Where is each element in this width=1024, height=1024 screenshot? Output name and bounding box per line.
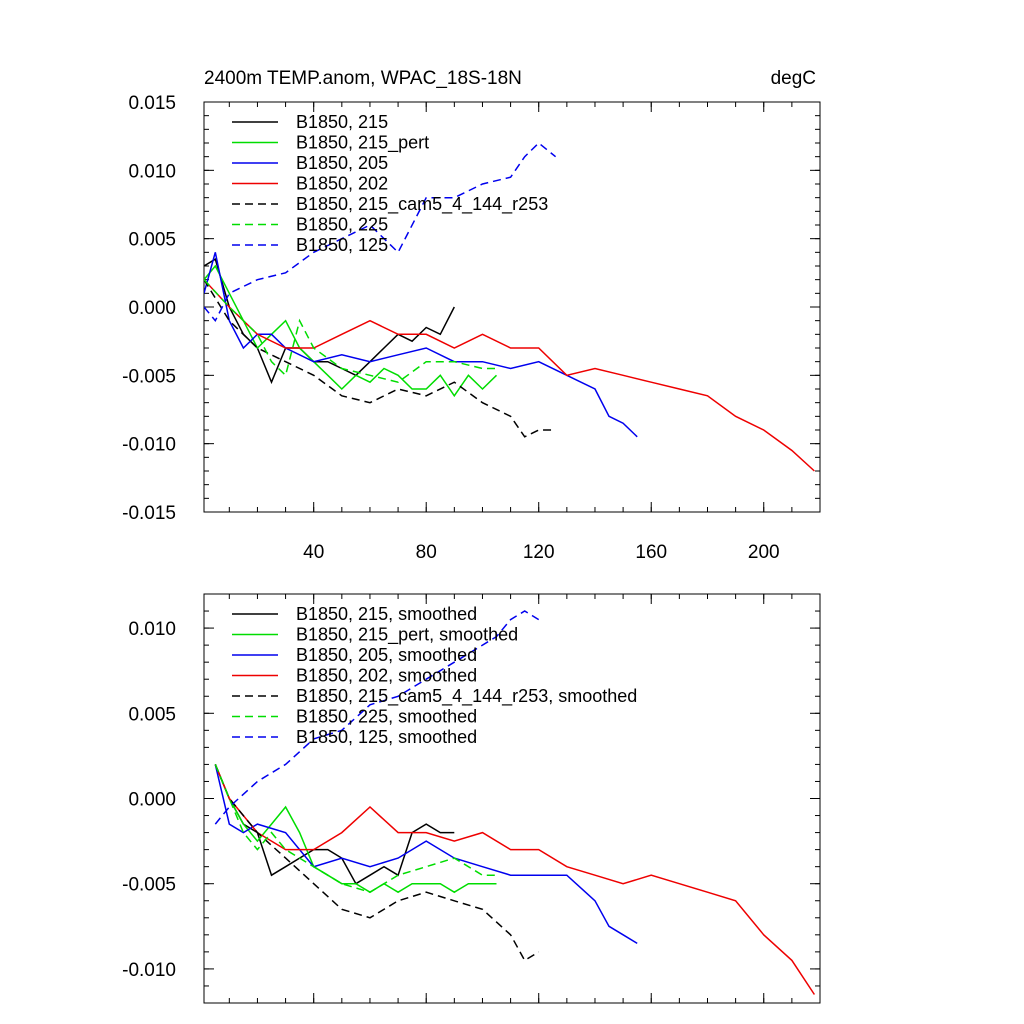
series-line — [214, 764, 497, 894]
legend-label: B1850, 215_pert — [296, 133, 429, 154]
bottom-panel: 0.010 0.005 0.000 -0.005 -0.010 B1850, 215, s… — [122, 593, 821, 1004]
series-line — [214, 764, 497, 894]
units-label: degC — [771, 68, 816, 89]
series-line — [214, 764, 816, 995]
series-line — [204, 279, 556, 438]
legend-label: B1850, 125, smoothed — [296, 727, 477, 747]
series-line — [204, 258, 455, 385]
legend-label: B1850, 202 — [296, 174, 388, 194]
series-line — [204, 252, 638, 438]
legend-label: B1850, 225, smoothed — [296, 707, 477, 727]
legend-label: B1850, 215_pert, smoothed — [296, 625, 518, 646]
legend-label: B1850, 205, smoothed — [296, 645, 477, 665]
y-tick-label: -0.005 — [122, 875, 176, 896]
x-tick-label: 80 — [416, 542, 437, 563]
series-line — [214, 610, 540, 825]
legend-label: B1850, 205 — [296, 153, 388, 173]
series-line — [204, 141, 557, 323]
y-tick-label: -0.015 — [122, 503, 176, 524]
top-panel: 0.015 0.010 0.005 0.000 -0.005 -0.010 -0.015 40… — [122, 68, 821, 563]
series-group — [214, 610, 816, 995]
y-tick-label: -0.010 — [122, 960, 176, 981]
legend-label: B1850, 215_cam5_4_144_r253, smoothed — [296, 686, 637, 707]
y-tick-label: -0.010 — [122, 435, 176, 456]
x-tick-label: 200 — [748, 542, 780, 563]
series-line — [204, 264, 498, 398]
y-tick-label: -0.005 — [122, 366, 176, 387]
series-line — [204, 279, 815, 472]
x-tick-label: 160 — [635, 542, 667, 563]
y-tick-label: 0.000 — [128, 298, 176, 319]
y-tick-label: 0.005 — [128, 704, 176, 725]
legend-label: B1850, 125 — [296, 235, 388, 255]
series-line — [204, 279, 497, 384]
series-line — [214, 764, 455, 885]
legend-label: B1850, 215 — [296, 112, 388, 132]
legend-label: B1850, 225 — [296, 215, 388, 235]
series-group — [204, 141, 815, 472]
series-line — [214, 764, 540, 962]
x-tick-label: 120 — [523, 542, 555, 563]
y-tick-label: 0.005 — [128, 230, 176, 251]
y-tick-label: 0.010 — [128, 161, 176, 182]
chart-title: 2400m TEMP.anom, WPAC_18S-18N — [204, 68, 522, 89]
y-tick-label: 0.010 — [128, 619, 176, 640]
legend-label: B1850, 215, smoothed — [296, 604, 477, 624]
y-tick-label: 0.000 — [128, 790, 176, 811]
legend-label: B1850, 202, smoothed — [296, 666, 477, 686]
x-tick-label: 40 — [303, 542, 324, 563]
legend-label: B1850, 215_cam5_4_144_r253 — [296, 194, 548, 215]
series-line — [214, 764, 638, 945]
y-tick-label: 0.015 — [128, 93, 176, 114]
